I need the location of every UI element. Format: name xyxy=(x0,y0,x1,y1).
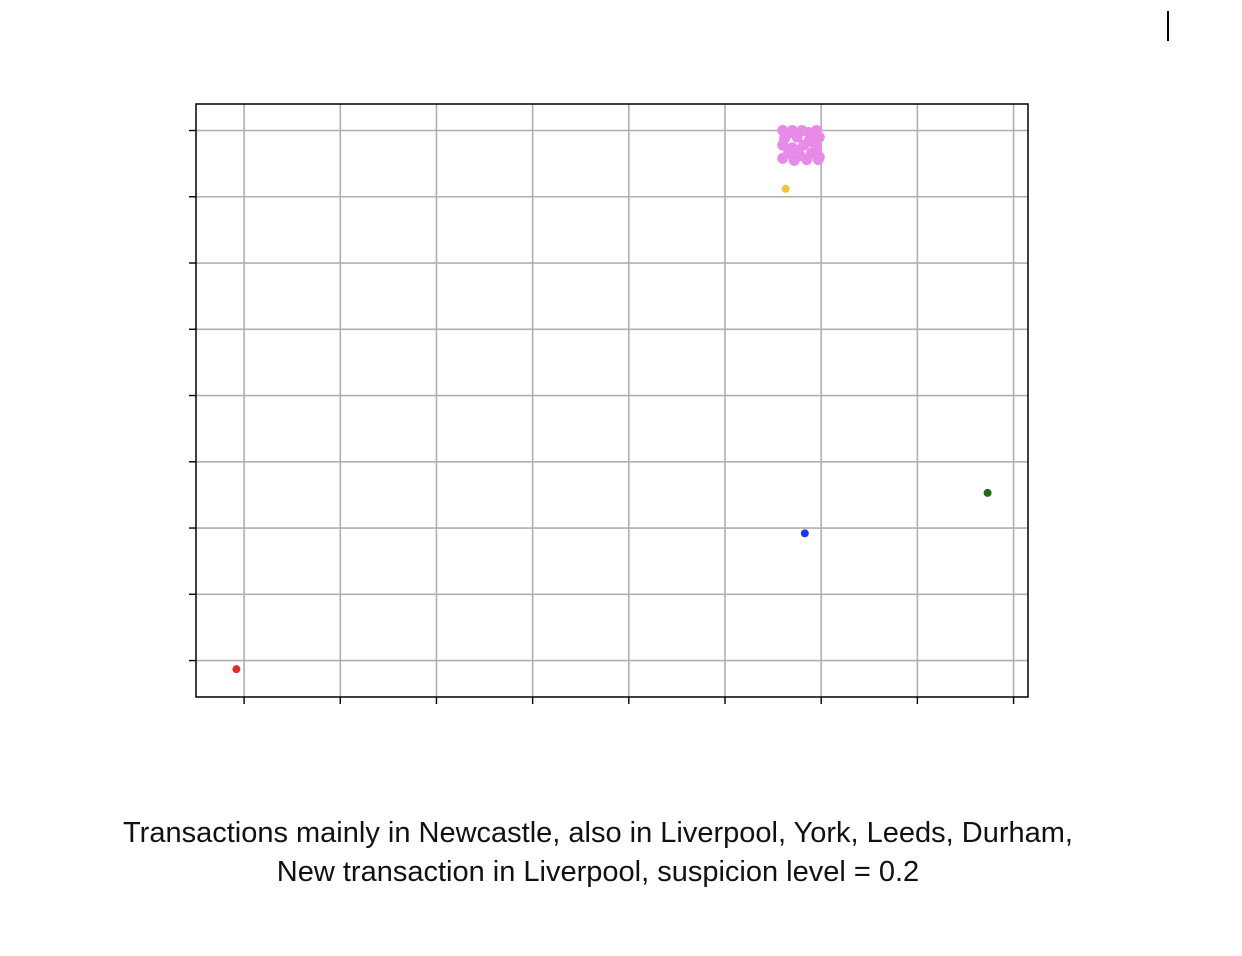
data-point xyxy=(781,184,790,193)
data-point xyxy=(232,665,241,674)
data-point xyxy=(777,152,789,164)
data-points xyxy=(232,125,992,674)
data-point xyxy=(983,488,992,497)
data-point xyxy=(782,128,794,140)
data-point xyxy=(801,154,813,166)
grid-lines xyxy=(196,104,1028,697)
data-point xyxy=(812,154,824,166)
axis-ticks xyxy=(189,129,1015,704)
chart-caption: Transactions mainly in Newcastle, also i… xyxy=(0,814,1196,892)
data-point xyxy=(792,144,804,156)
plot-frame xyxy=(195,103,1029,698)
data-point xyxy=(808,136,820,148)
scatter-chart xyxy=(189,103,1029,704)
text-cursor xyxy=(1167,11,1169,41)
caption-line-1: Transactions mainly in Newcastle, also i… xyxy=(123,817,1073,849)
data-point xyxy=(788,154,800,166)
data-point xyxy=(791,131,803,143)
data-point xyxy=(800,529,809,538)
caption-line-2: New transaction in Liverpool, suspicion … xyxy=(276,856,920,888)
data-point xyxy=(803,126,815,138)
data-point xyxy=(777,139,789,151)
